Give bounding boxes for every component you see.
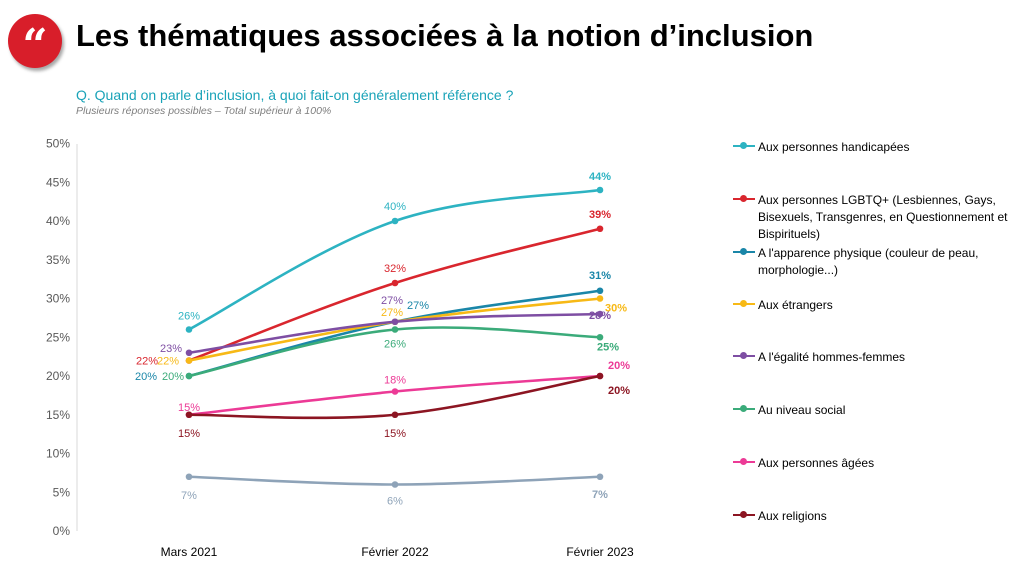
legend-marker-icon: [733, 246, 755, 258]
x-category-label: Février 2022: [361, 545, 429, 559]
legend-marker-icon: [733, 403, 755, 415]
y-tick-label: 50%: [46, 137, 70, 151]
legend-label: Aux religions: [758, 509, 827, 523]
data-point: [185, 357, 193, 364]
data-point: [596, 225, 604, 233]
data-point: [391, 217, 399, 225]
data-label: 20%: [608, 385, 630, 397]
data-label: 26%: [384, 339, 406, 351]
data-point: [596, 310, 604, 318]
legend-label: Aux personnes handicapées: [758, 140, 910, 154]
chart-legend: Aux personnes handicapées Aux personnes L…: [733, 0, 1023, 569]
x-category-label: Février 2023: [566, 545, 634, 559]
legend-label: Aux étrangers: [758, 298, 833, 312]
data-label: 44%: [589, 171, 611, 183]
series-0: 26% 40% 44%: [178, 171, 611, 333]
data-label: 31%: [589, 270, 611, 282]
series-7: 15% 15% 20%: [178, 372, 630, 440]
y-tick-label: 25%: [46, 330, 70, 344]
data-point: [596, 333, 604, 341]
legend-label: A l'apparence physique (couleur de peau,…: [758, 246, 979, 277]
chart-series: 26%40%44%22%32%39%20%27%31%22%27% 30%23%2…: [135, 171, 630, 508]
data-label: 25%: [597, 341, 619, 353]
survey-note: Plusieurs réponses possibles – Total sup…: [76, 105, 332, 117]
data-point: [391, 481, 399, 488]
data-label: 26%: [178, 311, 200, 323]
legend-marker-icon: [733, 509, 755, 521]
data-label: 7%: [181, 490, 197, 502]
series-4: 23% 27% 28%: [160, 295, 611, 357]
data-label: 20%: [162, 371, 184, 383]
x-category-label: Mars 2021: [161, 545, 218, 559]
quote-glyph: “: [22, 20, 48, 71]
legend-marker-icon: [733, 456, 755, 468]
data-label: 6%: [387, 496, 403, 508]
data-label: 27%: [381, 295, 403, 307]
y-tick-label: 5%: [53, 485, 71, 499]
data-point: [596, 186, 604, 194]
data-label: 27%: [381, 307, 403, 319]
data-label: 23%: [160, 343, 182, 355]
y-tick-label: 15%: [46, 408, 70, 422]
legend-marker-icon: [733, 350, 755, 362]
data-label: 18%: [384, 375, 406, 387]
question-subtitle: Q. Quand on parle d’inclusion, à quoi fa…: [76, 87, 514, 103]
legend-label: Aux personnes LGBTQ+ (Lesbiennes, Gays, …: [758, 193, 1008, 241]
page-title: Les thématiques associées à la notion d’…: [76, 18, 814, 53]
legend-marker-icon: [733, 298, 755, 310]
data-point: [596, 287, 604, 295]
data-point: [391, 326, 399, 333]
series-line: [187, 326, 602, 378]
series-6: 15% 18% 20%: [178, 360, 630, 419]
quote-logo-icon: “: [8, 14, 62, 71]
data-label: 7%: [592, 489, 608, 501]
data-point: [391, 279, 399, 287]
legend-label: Au niveau social: [758, 403, 846, 417]
data-label: 20%: [608, 360, 630, 372]
legend-label: A l'égalité hommes-femmes: [758, 350, 906, 364]
data-label: 30%: [605, 303, 627, 315]
data-point: [185, 372, 193, 380]
y-tick-label: 10%: [46, 447, 70, 461]
y-tick-label: 35%: [46, 253, 70, 267]
data-label: 15%: [178, 402, 200, 414]
data-point: [596, 372, 604, 380]
data-point: [185, 326, 193, 333]
series-5: 20% 26% 25%: [162, 326, 619, 383]
y-tick-label: 0%: [53, 524, 71, 538]
data-label: 27%: [407, 300, 429, 312]
y-tick-label: 30%: [46, 292, 70, 306]
data-label: 28%: [589, 310, 611, 322]
data-point: [391, 388, 399, 395]
data-label: 22%: [157, 356, 179, 368]
series-1: 22% 32% 39%: [136, 209, 611, 368]
data-point: [596, 473, 604, 481]
y-tick-label: 45%: [46, 175, 70, 189]
legend-marker-icon: [733, 140, 755, 152]
legend-label: Aux personnes âgées: [758, 456, 875, 470]
data-label: 32%: [384, 263, 406, 275]
data-label: 39%: [589, 209, 611, 221]
legend-marker-icon: [733, 193, 755, 205]
data-label: 15%: [384, 428, 406, 440]
chart-axes: 0% 5% 10% 15% 20% 25% 30% 35% 40% 45% 50% Mars 2021…: [46, 137, 634, 560]
data-point: [391, 318, 399, 326]
data-point: [391, 411, 399, 419]
series-8: 7% 6% 7%: [181, 473, 608, 508]
data-point: [596, 295, 604, 302]
data-point: [185, 411, 193, 419]
data-label: 20%: [135, 371, 157, 383]
data-label: 15%: [178, 428, 200, 440]
y-tick-label: 20%: [46, 369, 70, 383]
data-point: [185, 473, 193, 481]
data-point: [185, 349, 193, 357]
y-tick-label: 40%: [46, 214, 70, 228]
data-label: 40%: [384, 201, 406, 213]
data-label: 22%: [136, 356, 158, 368]
